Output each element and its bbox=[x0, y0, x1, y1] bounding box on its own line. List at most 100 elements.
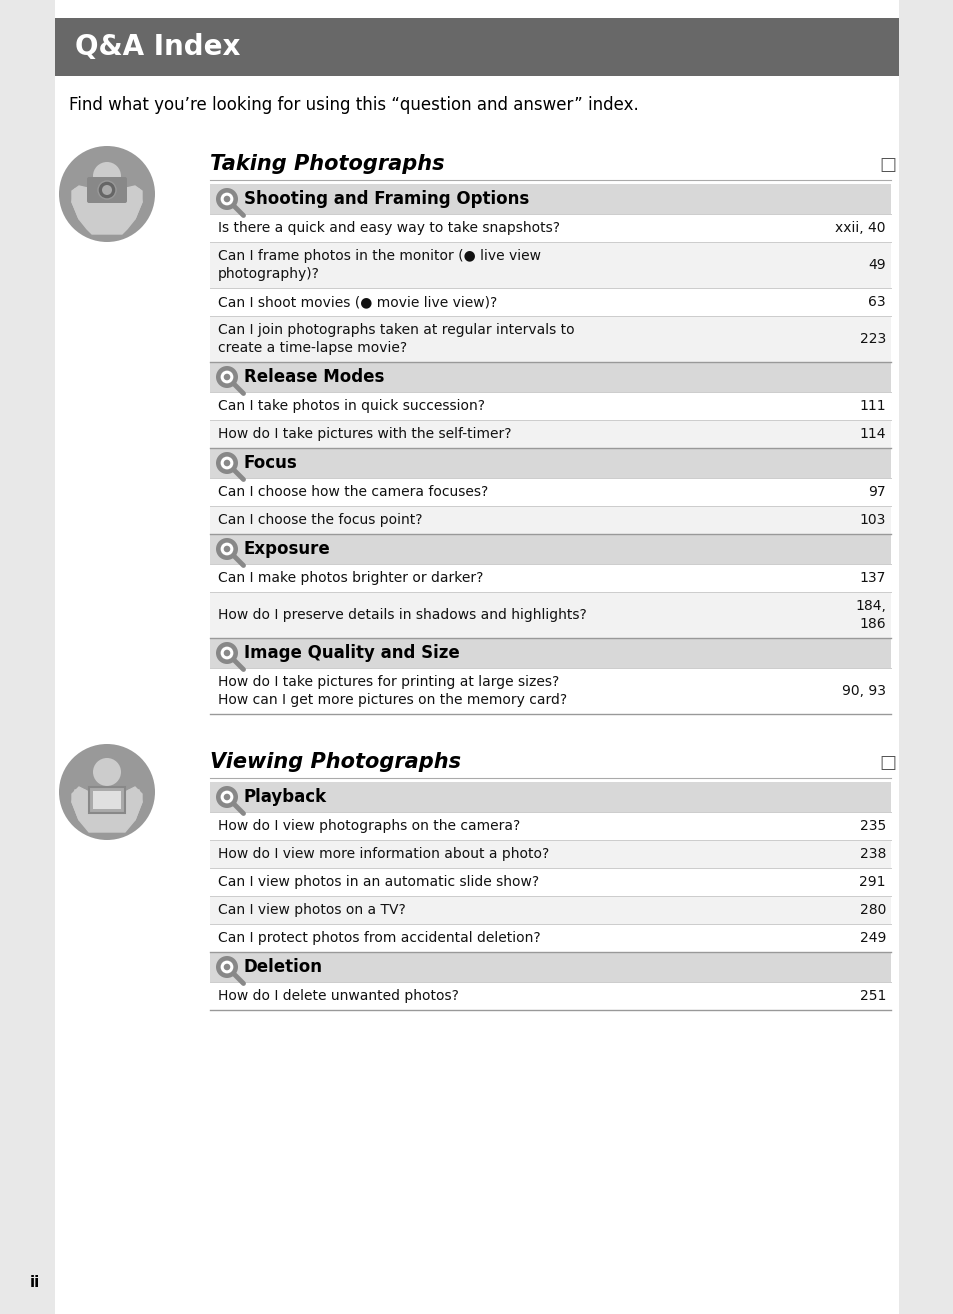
Polygon shape bbox=[71, 790, 142, 832]
Text: How do I view more information about a photo?: How do I view more information about a p… bbox=[218, 848, 549, 861]
FancyBboxPatch shape bbox=[210, 315, 890, 361]
Text: Can I make photos brighter or darker?: Can I make photos brighter or darker? bbox=[218, 572, 483, 585]
Text: 111: 111 bbox=[859, 399, 885, 413]
Circle shape bbox=[220, 646, 233, 660]
Circle shape bbox=[215, 367, 237, 388]
FancyBboxPatch shape bbox=[210, 242, 890, 288]
Text: 184,
186: 184, 186 bbox=[854, 599, 885, 631]
Circle shape bbox=[220, 371, 233, 384]
Polygon shape bbox=[122, 187, 142, 219]
FancyBboxPatch shape bbox=[210, 869, 890, 896]
FancyBboxPatch shape bbox=[210, 982, 890, 1010]
Circle shape bbox=[223, 460, 230, 466]
Text: Can I join photographs taken at regular intervals to
create a time-lapse movie?: Can I join photographs taken at regular … bbox=[218, 323, 574, 355]
FancyBboxPatch shape bbox=[210, 361, 890, 392]
Circle shape bbox=[215, 452, 237, 474]
Text: 114: 114 bbox=[859, 427, 885, 442]
Text: Can I view photos in an automatic slide show?: Can I view photos in an automatic slide … bbox=[218, 875, 538, 890]
Text: Can I take photos in quick succession?: Can I take photos in quick succession? bbox=[218, 399, 484, 413]
Text: 251: 251 bbox=[859, 989, 885, 1003]
FancyBboxPatch shape bbox=[210, 478, 890, 506]
FancyBboxPatch shape bbox=[210, 896, 890, 924]
Text: □: □ bbox=[878, 754, 895, 773]
Circle shape bbox=[220, 193, 233, 205]
Circle shape bbox=[223, 196, 230, 202]
Circle shape bbox=[92, 162, 121, 191]
Text: How do I take pictures for printing at large sizes?
How can I get more pictures : How do I take pictures for printing at l… bbox=[218, 675, 566, 707]
FancyBboxPatch shape bbox=[210, 288, 890, 315]
Text: Can I protect photos from accidental deletion?: Can I protect photos from accidental del… bbox=[218, 932, 540, 945]
Circle shape bbox=[98, 181, 116, 198]
Text: Shooting and Framing Options: Shooting and Framing Options bbox=[244, 191, 529, 208]
Text: Playback: Playback bbox=[244, 788, 327, 805]
Circle shape bbox=[102, 185, 112, 194]
FancyBboxPatch shape bbox=[210, 184, 890, 214]
Text: xxii, 40: xxii, 40 bbox=[835, 221, 885, 235]
Circle shape bbox=[223, 545, 230, 552]
Text: Can I choose how the camera focuses?: Can I choose how the camera focuses? bbox=[218, 485, 488, 499]
Circle shape bbox=[59, 744, 154, 840]
Text: 49: 49 bbox=[867, 258, 885, 272]
Text: How do I view photographs on the camera?: How do I view photographs on the camera? bbox=[218, 819, 519, 833]
Text: Release Modes: Release Modes bbox=[244, 368, 384, 386]
Text: Can I choose the focus point?: Can I choose the focus point? bbox=[218, 512, 422, 527]
Text: 238: 238 bbox=[859, 848, 885, 861]
Circle shape bbox=[223, 963, 230, 970]
FancyBboxPatch shape bbox=[210, 782, 890, 812]
Text: ii: ii bbox=[30, 1275, 40, 1290]
Text: Deletion: Deletion bbox=[244, 958, 323, 976]
FancyBboxPatch shape bbox=[210, 668, 890, 714]
Text: 97: 97 bbox=[867, 485, 885, 499]
FancyBboxPatch shape bbox=[55, 18, 898, 76]
Text: Can I shoot movies (● movie live view)?: Can I shoot movies (● movie live view)? bbox=[218, 296, 497, 309]
Text: 291: 291 bbox=[859, 875, 885, 890]
Circle shape bbox=[215, 786, 237, 808]
FancyBboxPatch shape bbox=[210, 420, 890, 448]
Polygon shape bbox=[71, 187, 91, 219]
Text: 63: 63 bbox=[867, 296, 885, 309]
Text: Can I view photos on a TV?: Can I view photos on a TV? bbox=[218, 903, 405, 917]
Circle shape bbox=[220, 961, 233, 974]
Text: How do I delete unwanted photos?: How do I delete unwanted photos? bbox=[218, 989, 458, 1003]
Text: 90, 93: 90, 93 bbox=[841, 685, 885, 698]
Text: Exposure: Exposure bbox=[244, 540, 331, 558]
Circle shape bbox=[92, 758, 121, 786]
FancyBboxPatch shape bbox=[210, 924, 890, 953]
Circle shape bbox=[59, 146, 154, 242]
FancyBboxPatch shape bbox=[210, 564, 890, 593]
FancyBboxPatch shape bbox=[89, 787, 125, 813]
Text: Focus: Focus bbox=[244, 455, 297, 472]
Text: Is there a quick and easy way to take snapshots?: Is there a quick and easy way to take sn… bbox=[218, 221, 559, 235]
FancyBboxPatch shape bbox=[87, 177, 127, 202]
FancyBboxPatch shape bbox=[210, 840, 890, 869]
Polygon shape bbox=[125, 787, 142, 820]
Text: 249: 249 bbox=[859, 932, 885, 945]
Circle shape bbox=[220, 457, 233, 469]
Circle shape bbox=[223, 794, 230, 800]
Text: 235: 235 bbox=[859, 819, 885, 833]
Text: □: □ bbox=[878, 156, 895, 173]
FancyBboxPatch shape bbox=[210, 392, 890, 420]
Text: Taking Photographs: Taking Photographs bbox=[210, 154, 444, 173]
Circle shape bbox=[220, 543, 233, 556]
Circle shape bbox=[223, 373, 230, 380]
FancyBboxPatch shape bbox=[210, 506, 890, 533]
Polygon shape bbox=[71, 787, 89, 820]
FancyBboxPatch shape bbox=[210, 812, 890, 840]
Text: 280: 280 bbox=[859, 903, 885, 917]
Text: Image Quality and Size: Image Quality and Size bbox=[244, 644, 459, 662]
Text: Viewing Photographs: Viewing Photographs bbox=[210, 752, 460, 773]
FancyBboxPatch shape bbox=[210, 533, 890, 564]
FancyBboxPatch shape bbox=[210, 593, 890, 639]
Text: 103: 103 bbox=[859, 512, 885, 527]
FancyBboxPatch shape bbox=[210, 214, 890, 242]
Circle shape bbox=[215, 957, 237, 978]
FancyBboxPatch shape bbox=[210, 639, 890, 668]
Text: Find what you’re looking for using this “question and answer” index.: Find what you’re looking for using this … bbox=[69, 96, 639, 114]
Text: 223: 223 bbox=[859, 332, 885, 346]
FancyBboxPatch shape bbox=[210, 448, 890, 478]
Circle shape bbox=[223, 649, 230, 656]
Circle shape bbox=[220, 791, 233, 803]
Circle shape bbox=[215, 188, 237, 210]
Circle shape bbox=[215, 537, 237, 560]
